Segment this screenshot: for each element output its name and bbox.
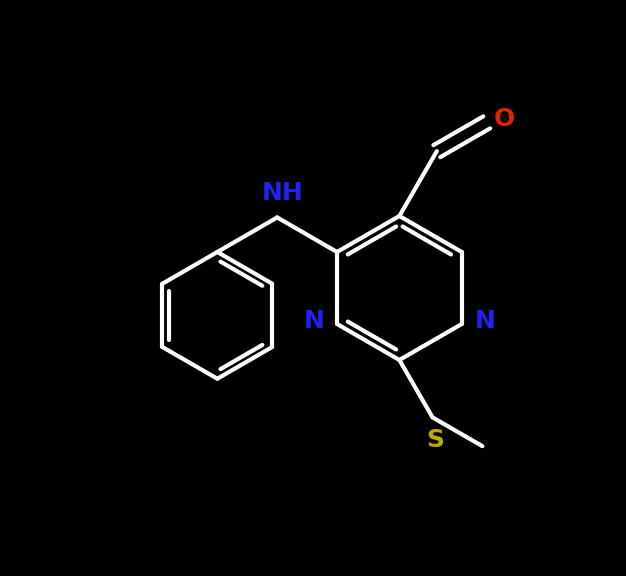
Text: N: N — [304, 309, 324, 333]
Text: O: O — [494, 108, 515, 131]
Text: S: S — [426, 428, 444, 452]
Text: NH: NH — [262, 181, 304, 205]
Text: N: N — [475, 309, 495, 333]
